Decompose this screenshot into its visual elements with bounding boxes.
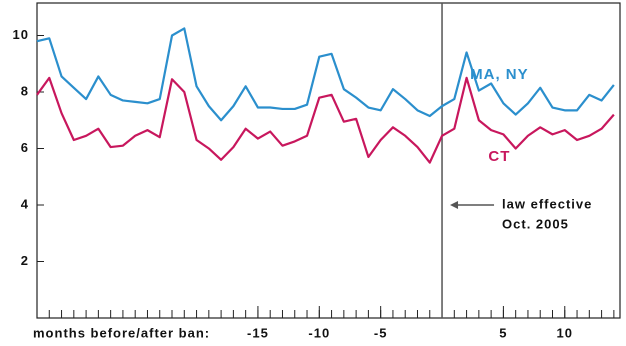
y-tick-label: 2 bbox=[21, 253, 29, 268]
x-tick-label: 10 bbox=[557, 325, 573, 340]
annotation: Oct. 2005 bbox=[502, 216, 569, 231]
series-label: CT bbox=[488, 148, 510, 165]
x-tick-label: -10 bbox=[308, 325, 330, 340]
arrow-head bbox=[450, 200, 459, 209]
series-label: MA, NY bbox=[470, 66, 529, 83]
y-tick-label: 4 bbox=[21, 196, 29, 211]
x-axis-label: months before/after ban: bbox=[33, 325, 210, 340]
x-tick-label: -5 bbox=[374, 325, 388, 340]
y-tick-label: 8 bbox=[21, 83, 29, 98]
series-line bbox=[36, 27, 615, 122]
plot-frame bbox=[36, 2, 621, 319]
series-line bbox=[36, 76, 615, 164]
y-tick-label: 6 bbox=[21, 140, 29, 155]
annotation: law effective bbox=[502, 196, 592, 211]
x-tick-label: 5 bbox=[499, 325, 507, 340]
y-tick-label: 10 bbox=[13, 27, 29, 42]
x-tick-label: -15 bbox=[247, 325, 269, 340]
